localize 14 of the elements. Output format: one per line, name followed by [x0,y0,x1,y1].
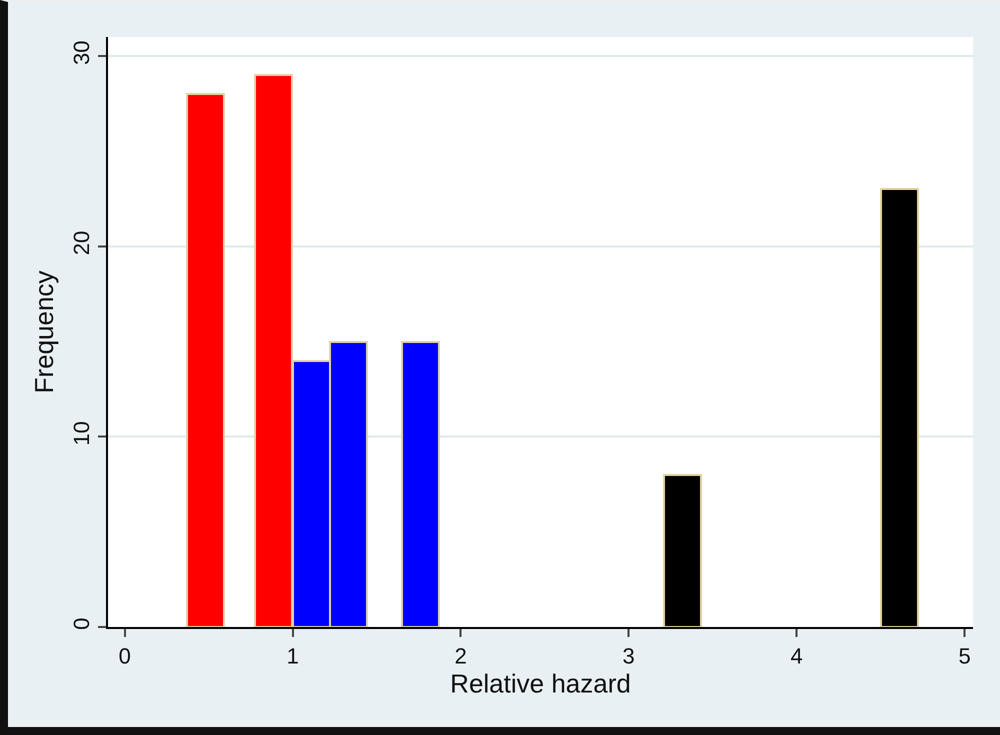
x-tick-label: 3 [622,643,635,668]
y-tick-label: 30 [69,40,94,65]
y-tick-label: 10 [69,421,94,446]
x-tick-label: 0 [118,643,131,668]
y-tick-label: 0 [69,618,94,630]
x-tick-label: 2 [454,643,467,668]
x-tick-label: 4 [790,643,803,668]
x-tick-label: 5 [958,643,971,668]
y-axis-title: Frequency [29,270,60,394]
x-tick-label: 1 [286,643,299,668]
y-tick-label: 20 [69,230,94,256]
x-axis-title: Relative hazard [450,668,631,698]
bar [401,341,440,627]
bar [186,93,225,627]
